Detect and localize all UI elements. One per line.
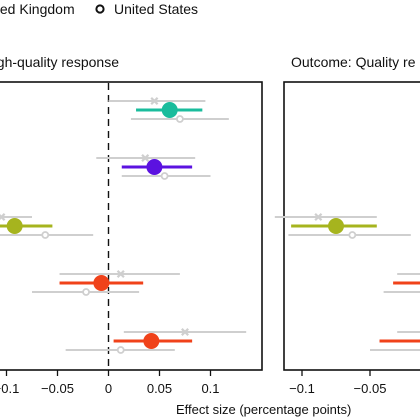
x-tick-label-left-2: 0 [105, 381, 112, 396]
point-pooled-right-0 [328, 218, 344, 234]
point-us-left-2 [41, 231, 50, 239]
point-us-left-0 [175, 115, 184, 123]
x-axis-right: −0.1 −0.05 [289, 370, 386, 396]
point-pooled-left-0 [161, 102, 178, 118]
legend-label-uk: United Kingdom [0, 1, 75, 17]
panel-title-left: Outcome: High-quality response [0, 54, 119, 70]
point-pooled-left-2 [6, 218, 23, 234]
point-us-right-0 [348, 231, 357, 239]
legend-label-us: United States [114, 1, 198, 17]
x-axis-left: −0.1 −0.05 0 0.05 0.1 [0, 370, 220, 396]
point-pooled-left-3 [93, 275, 110, 291]
panel-frame-right [283, 81, 420, 371]
point-uk-left-0 [150, 97, 159, 105]
x-tick-label-left-4: 0.1 [201, 381, 219, 396]
x-tick-label-left-3: 0.05 [147, 381, 172, 396]
plot-area-right [274, 213, 420, 351]
point-us-left-3 [82, 288, 90, 296]
x-tick-label-right-1: −0.05 [354, 381, 387, 396]
x-tick-label-right-0: −0.1 [289, 381, 315, 396]
point-us-left-1 [160, 172, 169, 180]
point-uk-right-0 [314, 213, 323, 221]
legend: United Kingdom United States [0, 1, 198, 17]
x-axis-label: Effect size (percentage points) [176, 402, 351, 417]
point-pooled-left-1 [146, 159, 163, 175]
x-tick-label-left-1: −0.05 [41, 381, 74, 396]
point-uk-left-4 [181, 328, 189, 336]
panel-frame-left [0, 81, 263, 371]
point-uk-left-3 [116, 270, 125, 278]
point-us-left-4 [116, 346, 125, 354]
x-tick-label-left-0: −0.1 [0, 381, 19, 396]
panel-title-right: Outcome: Quality re [291, 54, 416, 70]
plot-area-left [0, 97, 247, 354]
point-pooled-left-4 [143, 333, 160, 349]
point-uk-left-2 [0, 213, 6, 221]
legend-marker-us [95, 4, 105, 14]
point-uk-left-1 [141, 154, 150, 162]
